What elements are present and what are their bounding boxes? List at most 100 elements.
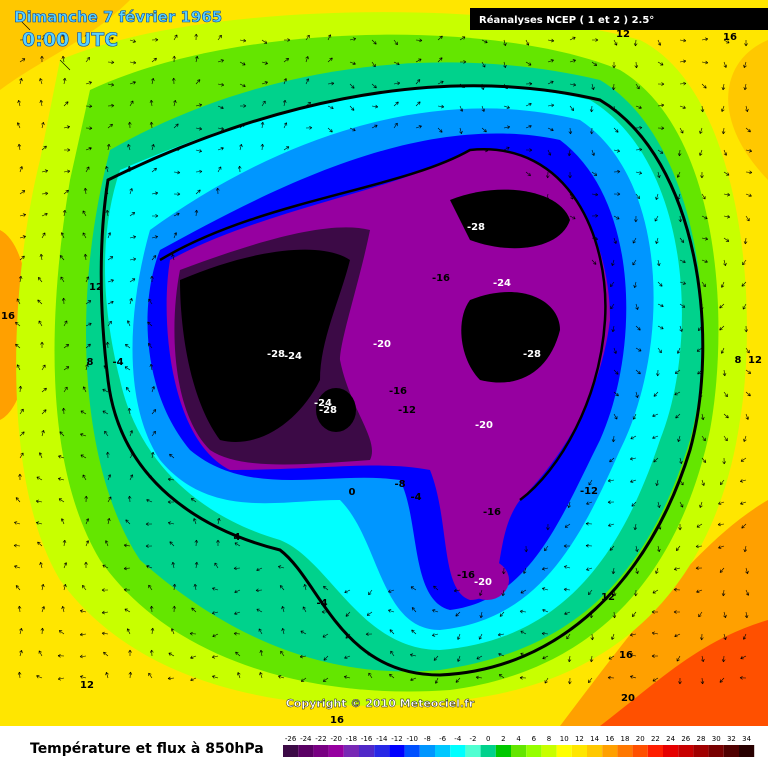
flux-arrow [60,518,65,525]
flux-arrow [61,407,66,415]
flux-arrow [613,215,620,220]
flux-arrow [657,61,664,66]
flux-arrow [83,187,88,195]
flux-arrow [101,631,109,636]
flux-arrow [457,633,461,640]
flux-arrow [149,605,154,613]
flux-arrow [84,33,89,41]
flux-arrow [62,209,67,217]
zero-isotherm [99,84,705,677]
flux-arrow [700,171,704,179]
flux-arrow [85,540,90,547]
flux-arrow [107,82,115,87]
flux-arrow [415,101,421,107]
flux-arrow [106,143,111,151]
colorbar-label: 34 [742,735,751,743]
flux-arrow [630,479,637,483]
flux-arrow [433,585,439,591]
contour-label: 12 [601,592,615,603]
flux-arrow [721,655,726,663]
colorbar-label: -16 [361,735,373,743]
header: Dimanche 7 février 1965 0:00 UTC Réanaly… [14,8,768,51]
flux-arrow [679,38,687,43]
flux-arrow [322,633,329,638]
flux-arrow [234,542,241,547]
copyright: Copyright © 2010 Meteociel.fr [286,697,475,710]
flux-arrow [79,632,87,637]
flux-arrow [437,80,444,85]
flux-arrow [612,61,616,69]
flux-arrow [151,57,157,63]
flux-arrow [723,39,730,44]
flux-arrow [82,232,87,239]
flux-arrow [655,567,659,574]
flux-arrow [676,347,681,354]
flux-arrow [124,366,131,371]
flux-arrow [652,589,659,594]
flux-arrow [217,82,225,87]
flux-arrow [744,325,748,333]
flux-arrow [195,79,201,85]
flux-arrow [327,57,333,63]
flux-arrow [503,125,511,129]
flux-arrow [17,605,22,613]
flux-arrow [259,672,263,679]
colorbar-label: 0 [486,735,490,743]
flux-arrow [679,259,686,264]
flux-arrow [657,126,665,130]
flux-arrow [655,193,659,200]
source-box [470,8,768,30]
flux-arrow [15,343,21,349]
flux-arrow [701,259,708,264]
flux-arrow [62,539,67,547]
flux-arrow [107,517,111,525]
colorbar-label: -12 [391,735,402,743]
flux-arrow [19,38,27,42]
flux-arrow-field [13,33,753,685]
flux-arrow [525,39,530,46]
flux-arrow [19,58,26,63]
flux-arrow [745,215,750,222]
flux-arrow [217,166,222,173]
flux-arrow [19,628,23,635]
flux-arrow [459,36,466,41]
flux-arrow [745,170,753,175]
flux-arrow [19,650,23,657]
flux-arrow [679,457,683,465]
flux-arrow [150,451,155,459]
flux-arrow [591,171,598,176]
flux-arrow [283,78,287,85]
flux-arrow [84,495,88,503]
flux-arrow [149,99,154,107]
flux-arrow [148,672,153,679]
contour-label: -16 [432,273,450,284]
flux-arrow [745,567,749,574]
flux-arrow [349,83,355,89]
flux-arrow [13,543,21,548]
flux-arrow [61,55,66,63]
flux-arrow [19,408,24,415]
flux-arrow [723,192,731,197]
flux-arrow [679,237,685,243]
flux-arrow [635,369,641,375]
flux-arrow [168,652,175,657]
flux-arrow [498,652,505,657]
colorbar-label: -14 [376,735,388,743]
flux-arrow [107,103,115,108]
flux-arrow [63,583,67,591]
contour-label: 0 [349,487,356,498]
flux-arrow [611,633,615,640]
colorbar-label: 14 [590,735,599,743]
flux-arrow [497,632,505,637]
flux-arrow [15,585,21,591]
flux-arrow [415,125,422,129]
flux-arrow [632,237,637,244]
footer-title: Température et flux à 850hPa [30,741,264,757]
flux-arrow [38,320,43,327]
colorbar-swatch [283,745,299,757]
flux-arrow [547,38,555,43]
flux-arrow [145,544,153,548]
flux-arrow [126,320,131,327]
flux-arrow [541,567,549,571]
